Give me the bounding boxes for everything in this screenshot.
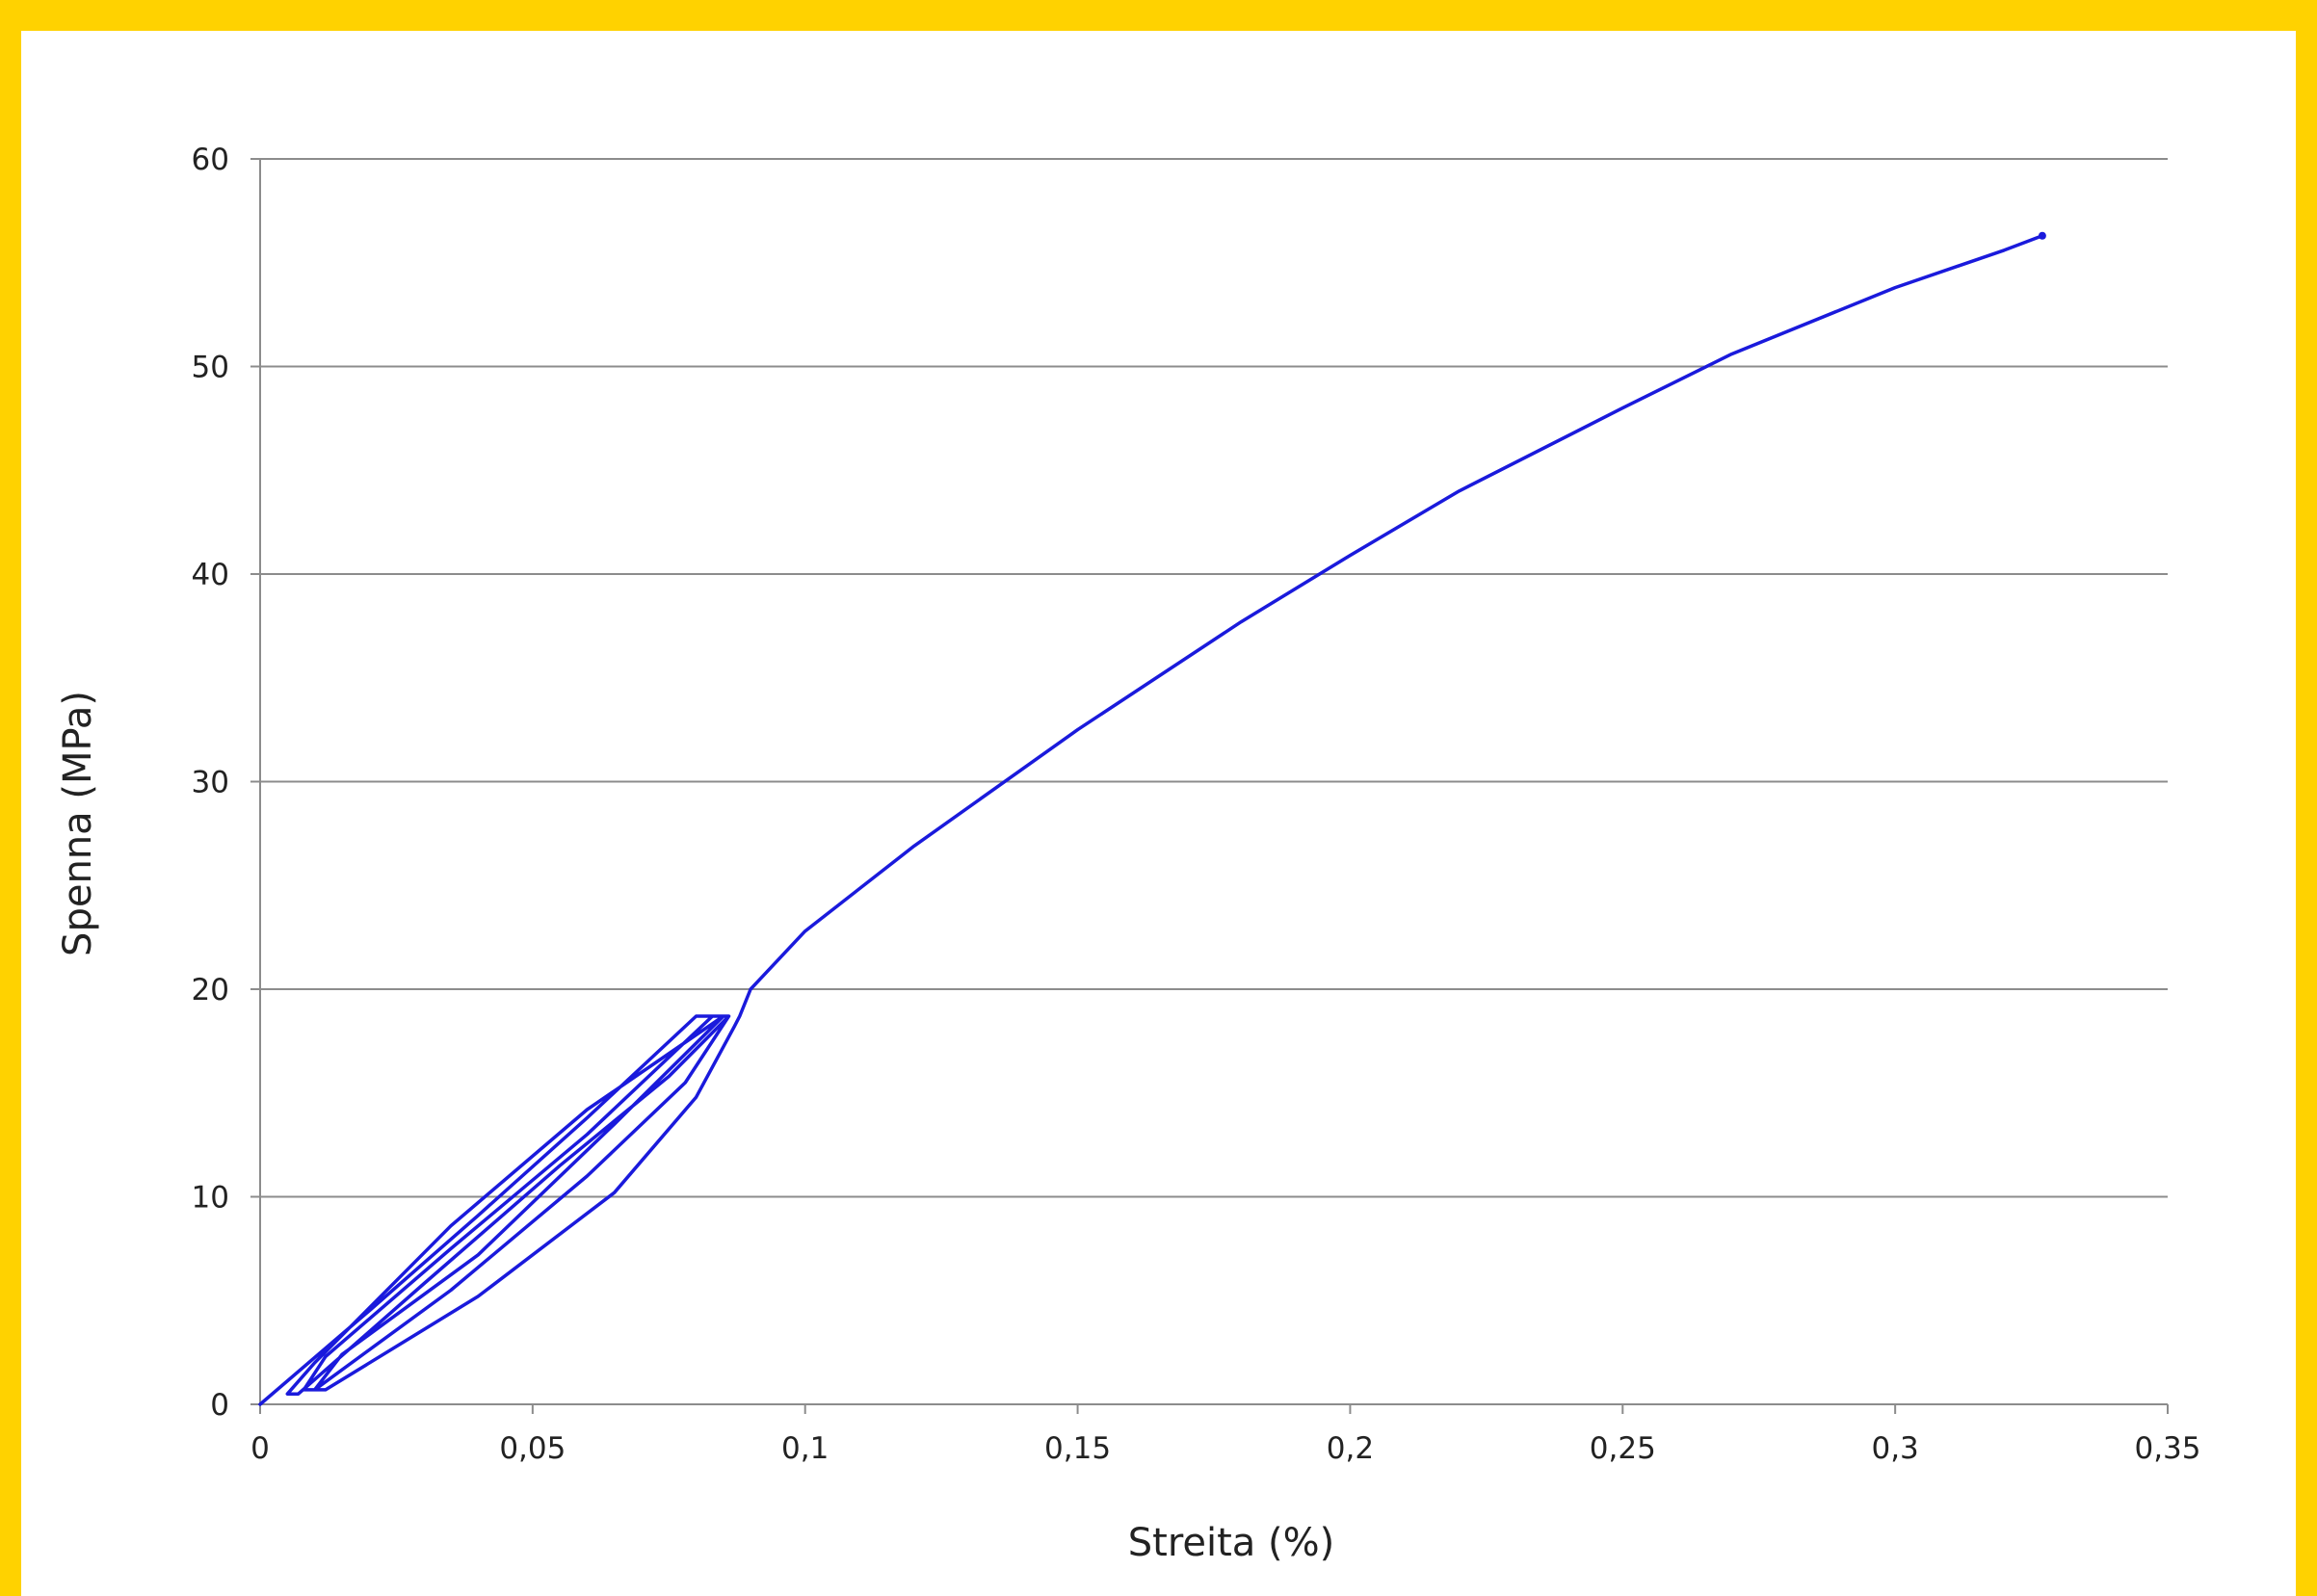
x-tick-label: 0,3 <box>1871 1431 1918 1466</box>
y-tick-label: 50 <box>192 351 229 385</box>
x-tick-label: 0,35 <box>2134 1431 2200 1466</box>
x-tick-label: 0,15 <box>1044 1431 1111 1466</box>
series-group <box>258 231 2046 1406</box>
x-tick-label: 0,05 <box>499 1431 566 1466</box>
y-tick-label: 0 <box>210 1388 229 1423</box>
series-end-point <box>2038 231 2046 240</box>
gridlines <box>260 158 2168 1198</box>
x-axis-ticks: 0 0,05 0,1 0,15 0,2 0,25 0,3 0,35 <box>250 1404 2201 1466</box>
y-tick-label: 10 <box>192 1181 229 1216</box>
series-line <box>258 233 2044 1406</box>
y-axis-title: Spenna (MPa) <box>56 691 100 956</box>
y-tick-label: 30 <box>192 766 229 800</box>
x-tick-label: 0,1 <box>781 1431 829 1466</box>
y-tick-label: 60 <box>192 143 229 177</box>
chart-frame <box>21 31 2296 1596</box>
x-tick-label: 0,2 <box>1327 1431 1374 1466</box>
y-tick-label: 20 <box>192 973 229 1007</box>
x-tick-label: 0,25 <box>1590 1431 1656 1466</box>
x-tick-label: 0 <box>250 1431 270 1466</box>
x-axis-title: Streita (%) <box>1128 1521 1335 1565</box>
y-axis-ticks: 0 10 20 30 40 50 60 <box>192 143 260 1423</box>
y-tick-label: 40 <box>192 558 229 592</box>
